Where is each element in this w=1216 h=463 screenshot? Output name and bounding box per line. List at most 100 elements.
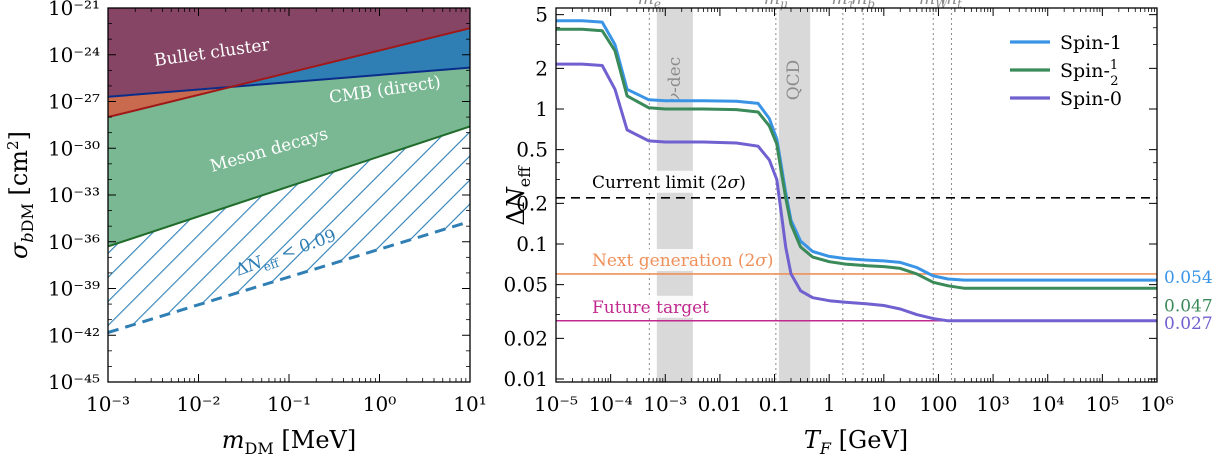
left-y-tick-label: 10⁻³⁰	[48, 136, 100, 160]
right-y-tick-label: 0.01	[503, 367, 548, 391]
hline-label-close: )	[739, 173, 746, 193]
legend-label-den: 2	[1110, 74, 1118, 89]
right-y-tick-label: 5	[535, 3, 548, 27]
marker-label-m: mμ	[764, 0, 788, 11]
marker-label-m: m	[638, 0, 654, 9]
left-y-tick-label: 10⁻³⁶	[48, 230, 100, 254]
label-neff-sub: eff	[261, 255, 282, 274]
series-spin-1-2	[556, 27, 1157, 290]
marker-label-sub: W	[935, 0, 949, 11]
marker-label-m: m	[764, 0, 780, 9]
cmb-boundary-line	[108, 66, 470, 98]
left-plot-area	[108, 8, 470, 334]
right-y-tick-label: 0.2	[516, 191, 548, 215]
hline-label-bg	[589, 170, 749, 193]
band-label-dec: ν-dec	[664, 57, 684, 104]
marker-label-sub: e	[654, 0, 661, 11]
marker-label-m: m	[919, 0, 935, 9]
left-x-tick-label: 10⁰	[363, 392, 396, 416]
right-x-tick-label: 0.01	[698, 392, 743, 416]
marker-label-m: m	[851, 0, 867, 9]
marker-label-m-t: mt	[941, 0, 962, 11]
right-x-axis-title: TF [GeV]	[804, 426, 908, 458]
marker-label-m-b: mb	[851, 0, 875, 11]
right-plot-frame	[555, 7, 1158, 383]
marker-label-m: m	[941, 0, 957, 9]
band-label-nu: ν	[664, 93, 684, 103]
end-label-spin-0: 0.027	[1164, 314, 1213, 334]
hline-label-sigma: σ	[728, 173, 740, 193]
left-x-tick-label: 10⁻¹	[267, 392, 311, 416]
marker-label-m-w: mW	[919, 0, 949, 11]
hline-label-current-limit-2: Current limit (2σ)	[592, 173, 746, 193]
band-label-rest: -dec	[664, 57, 684, 93]
right-x-tick-label: 10⁴	[1031, 392, 1064, 416]
left-x-axis-title: mDM [MeV]	[222, 426, 356, 458]
left-y-tick-label: 10⁻³⁹	[48, 277, 100, 301]
left-y-tick-label: 10⁻³³	[48, 183, 100, 207]
hline-label-close: )	[767, 251, 774, 271]
marker-label-sub: b	[867, 0, 875, 11]
hline-label-next-generation-2: Next generation (2σ)	[592, 251, 774, 271]
marker-label-sub: τ	[848, 0, 855, 11]
legend-label-spin-1-2: Spin-1 2	[1060, 58, 1118, 89]
hline-label-future-target: Future target	[592, 298, 709, 318]
right-x-tick-label: 10⁻⁴	[589, 392, 633, 416]
right-x-tick-label: 10⁻⁵	[534, 392, 578, 416]
right-y-tick-label: 2	[535, 56, 548, 80]
right-y-tick-label: 1	[535, 97, 548, 121]
band-label-qcd: QCD	[784, 60, 804, 101]
right-y-axis-title: ΔNeff	[502, 165, 534, 226]
left-y-tick-label: 10⁻²⁴	[48, 43, 100, 67]
right-x-tick-label: 10⁻³	[643, 392, 687, 416]
bullet-boundary-line	[108, 27, 470, 119]
hline-label-sigma: σ	[755, 251, 767, 271]
hline-label-text: Next generation (2	[592, 251, 755, 271]
series-spin-0	[556, 62, 1157, 323]
right-x-tick-label: 100	[919, 392, 957, 416]
left-y-tick-label: 10⁻²⁷	[48, 90, 100, 114]
right-y-tick-label: 0.05	[503, 273, 548, 297]
meson-boundary-line	[108, 125, 470, 248]
hline-label-text: Current limit (2	[592, 173, 728, 193]
right-y-tick-label: 0.02	[503, 326, 548, 350]
right-series	[556, 19, 1157, 323]
left-x-tick-label: 10⁻³	[86, 392, 130, 416]
right-x-tick-label: 10	[871, 392, 896, 416]
left-y-axis-title: σbDM [cm2]	[4, 131, 37, 259]
left-y-tick-label: 10⁻⁴²	[48, 323, 100, 347]
right-x-tick-label: 10⁶	[1140, 392, 1173, 416]
marker-label-sub: μ	[780, 0, 788, 11]
right-y-tick-label: 0.1	[516, 232, 548, 256]
right-x-tick-label: 10⁵	[1086, 392, 1119, 416]
legend-label-spin-0: Spin-0	[1060, 88, 1122, 110]
marker-label-m-e: me	[638, 0, 661, 11]
left-x-tick-label: 10¹	[453, 392, 486, 416]
marker-label-m: m	[831, 0, 847, 9]
region-neff-hatched	[108, 126, 470, 333]
hline-label-bg	[589, 248, 777, 271]
band-dec	[656, 8, 693, 382]
right-ticks: 10⁻⁵ 10⁻⁴ 10⁻³ 0.01 0.1 1 10 100 10³ 10⁴ 10⁵ 10⁶ 0.0…	[503, 3, 1173, 416]
left-x-tick-label: 10⁻²	[176, 392, 220, 416]
right-mass-markers: memμmτmbmWmt	[638, 0, 962, 382]
marker-label-sub: t	[957, 0, 962, 11]
neff-boundary-line	[108, 220, 470, 334]
left-y-tick-label: 10⁻²¹	[48, 0, 100, 20]
legend-label-num: 1	[1110, 58, 1118, 73]
legend-label-text: Spin-	[1060, 60, 1110, 82]
left-y-tick-label: 10⁻⁴⁵	[48, 370, 100, 394]
right-x-tick-label: 0.1	[759, 392, 791, 416]
hline-label-bg	[589, 295, 713, 318]
right-y-tick-label: 0.5	[516, 138, 548, 162]
left-ticks: 10⁻³ 10⁻² 10⁻¹ 10⁰ 10¹ 10⁻⁴⁵ 10⁻⁴² 10⁻³⁹ 10⁻³⁶ 10…	[48, 0, 487, 416]
end-label-spin-1-2: 0.047	[1164, 296, 1213, 316]
right-x-tick-label: 10³	[976, 392, 1009, 416]
end-label-spin-1: 0.054	[1164, 268, 1213, 288]
right-annotations: Current limit (2σ)Next generation (2σ)Fu…	[589, 170, 1213, 334]
marker-label-m: mτ	[831, 0, 854, 11]
